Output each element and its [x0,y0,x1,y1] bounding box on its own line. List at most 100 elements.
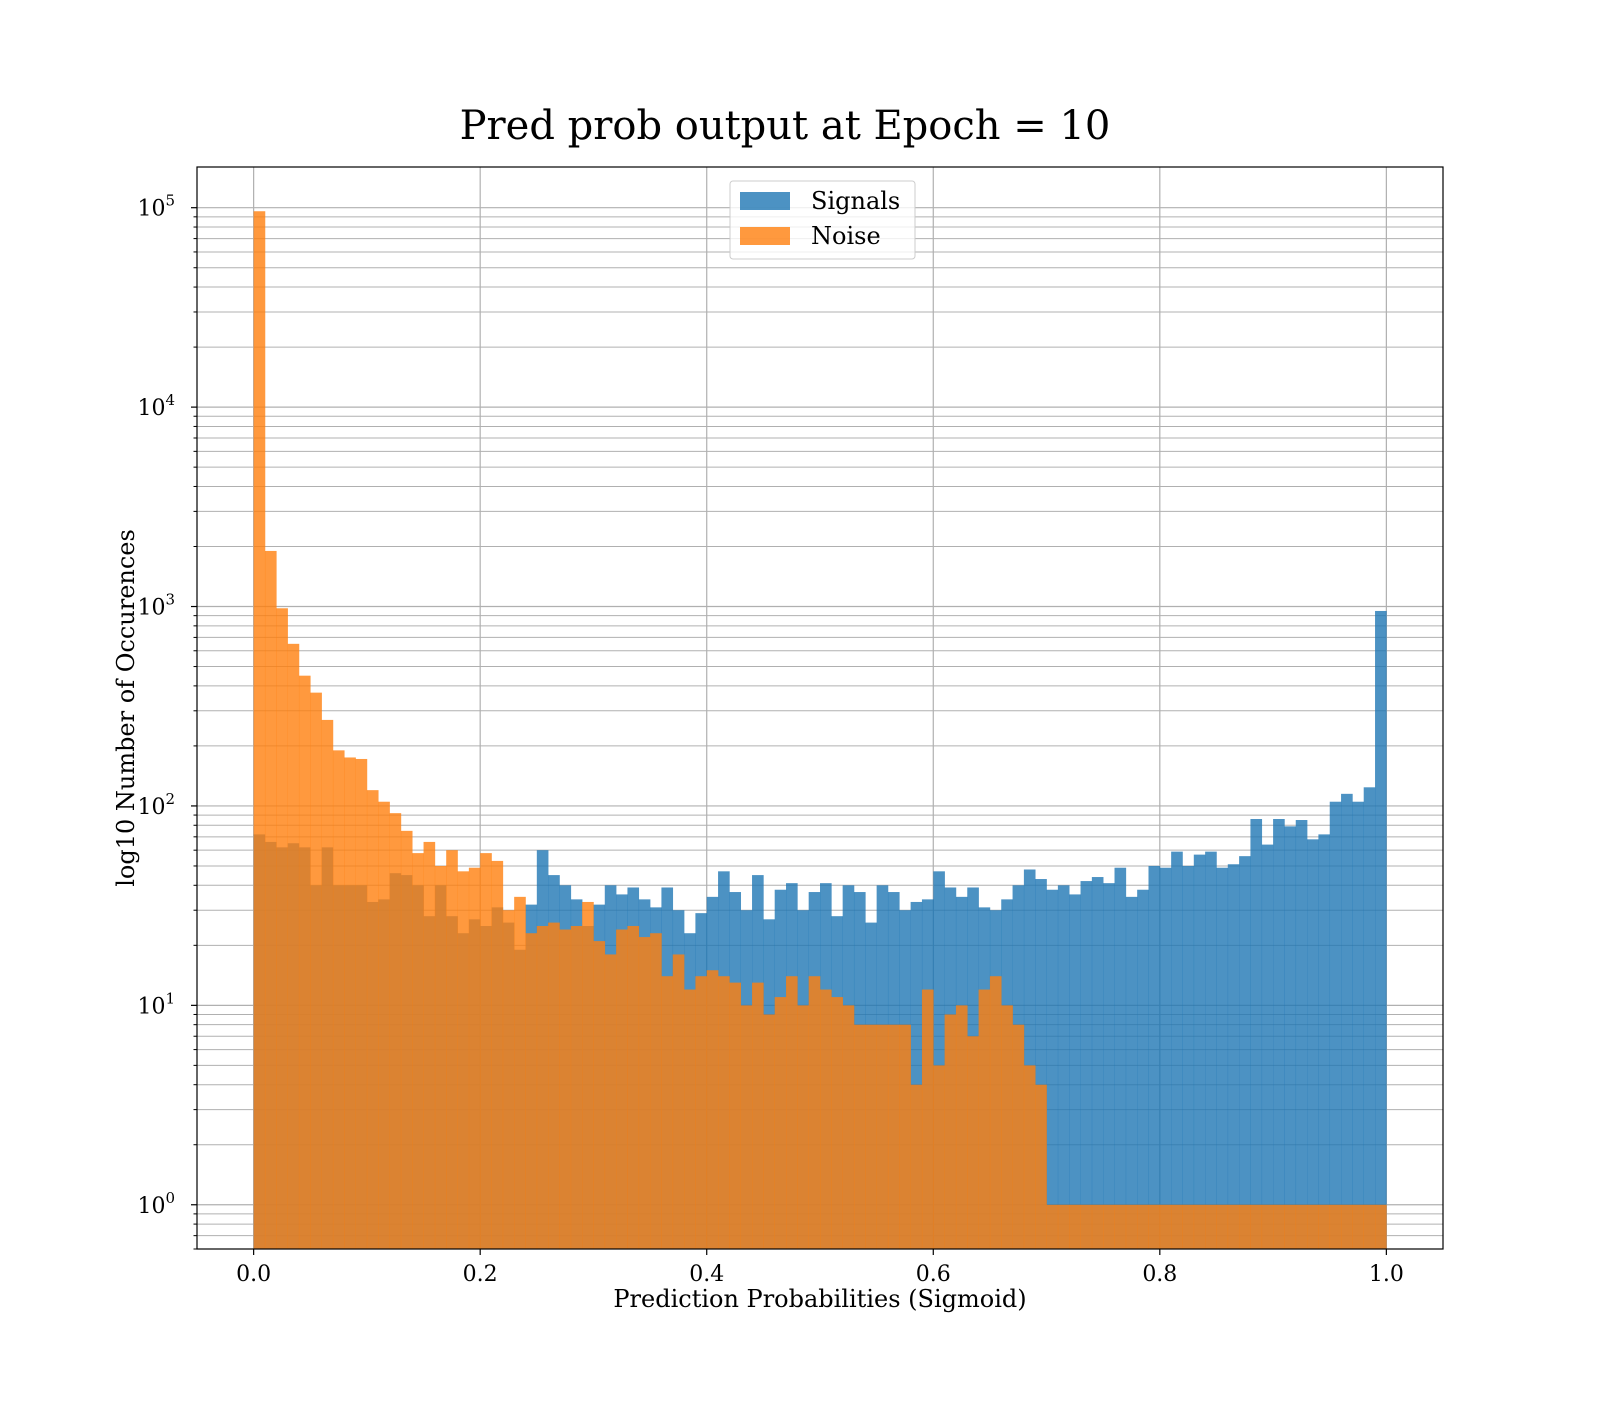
histogram-bar-noise [559,929,572,1249]
histogram-bar-noise [1137,1204,1149,1249]
y-tick-label: 105 [137,192,175,222]
histogram-bar-noise [1205,1204,1217,1249]
histogram-bar-signals [1069,894,1081,1249]
histogram-bar-signals [1091,877,1104,1249]
noise-series [253,211,1387,1249]
histogram-bar-signals [1057,885,1070,1249]
histogram-bar-noise [1012,1024,1025,1249]
histogram-bar-noise [1091,1204,1104,1249]
histogram-bar-noise [876,1024,889,1249]
histogram-bar-noise [310,692,322,1249]
histogram-bar-noise [264,550,277,1249]
histogram-bar-signals [1159,867,1172,1249]
histogram-bar-signals [1103,883,1115,1249]
histogram-bar-signals [1182,865,1195,1249]
histogram-bar-noise [752,982,764,1249]
x-tick-label: 1.0 [1369,1262,1404,1287]
histogram-bar-noise [989,976,1002,1249]
histogram-bar-noise [763,1014,775,1249]
histogram-bar-noise [355,758,368,1249]
x-tick-label: 0.2 [463,1262,498,1287]
histogram-bar-noise [650,933,662,1249]
histogram-bar-noise [468,867,481,1249]
histogram-bar-noise [434,865,447,1249]
histogram-bar-noise [570,925,583,1249]
histogram-bar-signals [1193,854,1206,1249]
histogram-bar-noise [423,841,436,1249]
histogram-bar-noise [389,813,402,1249]
histogram-bar-noise [695,976,708,1249]
histogram-bar-signals [1295,820,1308,1249]
histogram-bar-noise [1307,1204,1319,1249]
histogram-bar-noise [1069,1204,1081,1249]
y-tick-label: 102 [137,790,175,820]
histogram-bar-noise [1318,1204,1331,1249]
histogram-bar-signals [1114,867,1127,1249]
histogram-bar-noise [1341,1204,1353,1249]
histogram-bar-signals [1375,610,1387,1249]
histogram-bar-noise [1103,1204,1115,1249]
histogram-bar-noise [684,989,696,1249]
histogram-bar-noise [1057,1204,1070,1249]
histogram-bar-noise [1023,1065,1036,1249]
histogram-bar-noise [627,925,640,1249]
histogram-bar-signals [1205,851,1217,1249]
histogram-bar-noise [706,970,719,1249]
histogram-bar-noise [1295,1204,1308,1249]
histogram-bar-noise [921,989,934,1249]
histogram-bar-noise [1193,1204,1206,1249]
y-tick-label: 104 [137,391,175,421]
histogram-bar-signals [1250,818,1263,1249]
histogram-bar-noise [1171,1204,1183,1249]
histogram-bar-noise [1250,1204,1263,1249]
histogram-bar-noise [887,1024,900,1249]
histogram-bar-signals [1307,839,1319,1249]
histogram-bar-noise [786,976,798,1249]
histogram-bar-noise [933,1065,945,1249]
histogram-bar-noise [944,1014,957,1249]
histogram-bar-noise [865,1024,877,1249]
x-tick-label: 0.0 [236,1262,271,1287]
histogram-bar-noise [548,922,560,1249]
histogram-bar-noise [491,860,504,1249]
histogram-bar-noise [412,853,424,1249]
histogram-bar-signals [1363,787,1376,1249]
histogram-bar-noise [1080,1204,1093,1249]
histogram-bar-noise [514,896,526,1249]
histogram-bar-noise [1216,1204,1229,1249]
histogram-bar-noise [853,1024,866,1249]
histogram-bar-noise [502,910,515,1249]
histogram-bar-signals [1239,856,1251,1249]
histogram-bar-noise [1035,1084,1047,1249]
histogram-bar-noise [287,643,300,1249]
x-tick-label: 0.8 [1142,1262,1177,1287]
histogram-bar-signals [1318,834,1331,1249]
histogram-bar-noise [446,850,458,1249]
histogram-bar-noise [1148,1204,1161,1249]
histogram-bar-signals [1171,851,1183,1249]
y-tick-label: 103 [137,591,175,621]
histogram-bar-signals [1329,801,1342,1249]
histogram-bar-noise [1125,1204,1138,1249]
legend-swatch-signals [740,192,790,210]
histogram-bar-noise [718,976,730,1249]
histogram-bar-noise [332,750,345,1249]
histogram-bar-signals [1080,881,1093,1249]
histogram-bar-signals [1352,801,1365,1249]
histogram-bar-noise [1352,1204,1365,1249]
histogram-bar-noise [344,757,356,1249]
histogram-bar-noise [366,790,379,1249]
x-axis-label: Prediction Probabilities (Sigmoid) [613,1285,1026,1313]
histogram-bar-noise [1273,1204,1285,1249]
histogram-bar-noise [729,982,742,1249]
x-tick-label: 0.6 [916,1262,951,1287]
histogram-bar-noise [978,989,991,1249]
histogram-bar-noise [638,937,651,1249]
histogram-bar-noise [593,941,606,1249]
histogram-bar-signals [1284,826,1297,1249]
histogram-bar-noise [797,1005,809,1249]
chart-title: Pred prob output at Epoch = 10 [460,103,1111,149]
histogram-bar-signals [1273,818,1285,1249]
